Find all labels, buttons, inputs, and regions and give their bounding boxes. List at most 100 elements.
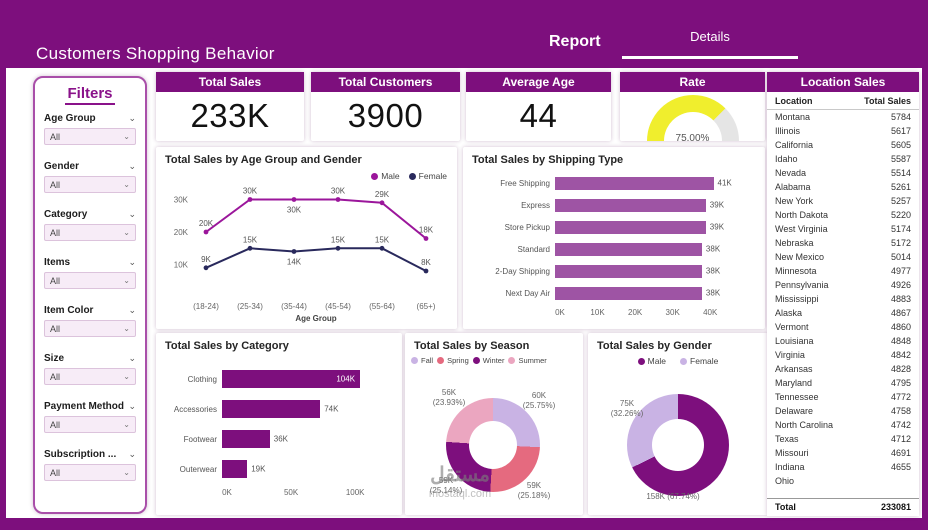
filter-dropdown[interactable]: All ⌄	[44, 368, 136, 385]
chevron-down-icon[interactable]: ⌄	[128, 209, 136, 219]
bar[interactable]	[222, 460, 248, 478]
table-row[interactable]: California 5605	[767, 138, 919, 152]
filter-dropdown[interactable]: All ⌄	[44, 176, 136, 193]
table-row[interactable]: Idaho 5587	[767, 152, 919, 166]
tab-details[interactable]: Details	[622, 29, 798, 59]
location-cell: Idaho	[775, 154, 798, 164]
table-row[interactable]: Pennsylvania 4926	[767, 278, 919, 292]
location-cell: Nebraska	[775, 238, 814, 248]
data-point[interactable]	[379, 245, 385, 251]
legend-item[interactable]: Male	[371, 171, 400, 181]
legend-item[interactable]: Female	[680, 356, 718, 366]
chevron-down-icon[interactable]: ⌄	[128, 401, 136, 411]
legend-item[interactable]: Spring	[437, 356, 469, 365]
data-point[interactable]	[423, 268, 429, 274]
bar[interactable]: 104K	[222, 370, 361, 388]
bar-value-label: 38K	[705, 288, 721, 298]
table-row[interactable]: Vermont 4860	[767, 320, 919, 334]
kpi-value: 3900	[347, 97, 424, 134]
slice-label-pct: (25.75%)	[522, 401, 556, 410]
filter-dropdown[interactable]: All ⌄	[44, 320, 136, 337]
data-point[interactable]	[335, 245, 341, 251]
slice-label-value: 59K	[438, 476, 454, 485]
table-row[interactable]: Arkansas 4828	[767, 362, 919, 376]
table-row[interactable]: New Mexico 5014	[767, 250, 919, 264]
legend-item[interactable]: Female	[408, 171, 447, 181]
table-row[interactable]: Maryland 4795	[767, 376, 919, 390]
bar[interactable]	[555, 176, 714, 190]
chevron-down-icon[interactable]: ⌄	[128, 353, 136, 363]
filter-dropdown[interactable]: All ⌄	[44, 416, 136, 433]
legend-item[interactable]: Male	[637, 356, 666, 366]
table-row[interactable]: Montana 5784	[767, 110, 919, 124]
legend-item[interactable]: Summer	[508, 356, 547, 365]
shipping-chart-card: Total Sales by Shipping Type Free Shippi…	[463, 147, 765, 329]
table-row[interactable]: North Carolina 4742	[767, 418, 919, 432]
table-row[interactable]: New York 5257	[767, 194, 919, 208]
table-row[interactable]: Texas 4712	[767, 432, 919, 446]
tab-report[interactable]: Report	[549, 33, 601, 50]
data-point[interactable]	[291, 197, 297, 202]
table-row[interactable]: Nebraska 5172	[767, 236, 919, 250]
donut-legend: Fall Spring Winter Summer	[405, 352, 583, 365]
data-point[interactable]	[291, 249, 297, 254]
bar[interactable]	[555, 264, 702, 278]
chevron-down-icon[interactable]: ⌄	[128, 161, 136, 171]
table-row[interactable]: Minnesota 4977	[767, 264, 919, 278]
sales-cell: 4712	[890, 434, 911, 444]
filter-dropdown[interactable]: All ⌄	[44, 464, 136, 481]
table-row[interactable]: Missouri 4691	[767, 446, 919, 460]
location-cell: North Dakota	[775, 210, 829, 220]
table-row[interactable]: Louisiana 4848	[767, 334, 919, 348]
chevron-down-icon[interactable]: ⌄	[128, 305, 136, 315]
legend-item[interactable]: Winter	[472, 356, 504, 365]
gauge-arc	[646, 95, 739, 141]
data-point[interactable]	[203, 265, 209, 271]
table-row[interactable]: Tennessee 4772	[767, 390, 919, 404]
filter-dropdown[interactable]: All ⌄	[44, 224, 136, 241]
series-line-female[interactable]	[205, 247, 427, 272]
bar[interactable]	[555, 220, 706, 234]
chevron-down-icon[interactable]: ⌄	[128, 113, 136, 123]
table-row[interactable]: Illinois 5617	[767, 124, 919, 138]
bar[interactable]	[555, 242, 702, 256]
table-row[interactable]: West Virginia 5174	[767, 222, 919, 236]
bar[interactable]	[222, 400, 321, 418]
filter-gender: Gender ⌄ All ⌄	[44, 161, 136, 202]
table-row[interactable]: Alaska 4867	[767, 306, 919, 320]
table-row[interactable]: Indiana 4655	[767, 460, 919, 474]
table-row[interactable]: Virginia 4842	[767, 348, 919, 362]
filter-label: Subscription ...	[44, 449, 117, 460]
table-row[interactable]: Ohio	[767, 474, 919, 488]
data-point[interactable]	[335, 197, 341, 202]
table-row[interactable]: Alabama 5261	[767, 180, 919, 194]
table-total-row: Total 233081	[767, 498, 919, 516]
table-row[interactable]: North Dakota 5220	[767, 208, 919, 222]
data-point[interactable]	[423, 236, 429, 241]
filter-label-row: Subscription ... ⌄	[44, 449, 136, 460]
bar[interactable]	[555, 286, 702, 300]
bar-row: Store Pickup 39K	[471, 216, 757, 238]
location-cell: Virginia	[775, 350, 805, 360]
table-row[interactable]: Nevada 5514	[767, 166, 919, 180]
bar-category-label: Clothing	[187, 374, 217, 384]
legend-item[interactable]: Fall	[411, 356, 433, 365]
sales-cell: 4883	[890, 294, 911, 304]
series-line-male[interactable]	[205, 198, 427, 240]
chevron-down-icon[interactable]: ⌄	[128, 257, 136, 267]
sales-cell: 4848	[890, 336, 911, 346]
filter-dropdown[interactable]: All ⌄	[44, 128, 136, 145]
data-point[interactable]	[247, 197, 253, 202]
location-sales-title: Location Sales	[767, 72, 919, 92]
bar[interactable]	[222, 430, 270, 448]
filter-label: Category	[44, 209, 88, 220]
chevron-down-icon[interactable]: ⌄	[128, 449, 136, 459]
data-point[interactable]	[379, 200, 385, 206]
table-row[interactable]: Delaware 4758	[767, 404, 919, 418]
filter-dropdown[interactable]: All ⌄	[44, 272, 136, 289]
filter-label: Gender	[44, 161, 80, 172]
table-row[interactable]: Mississippi 4883	[767, 292, 919, 306]
bar[interactable]	[555, 198, 706, 212]
data-point[interactable]	[203, 229, 209, 235]
data-point[interactable]	[247, 245, 253, 251]
